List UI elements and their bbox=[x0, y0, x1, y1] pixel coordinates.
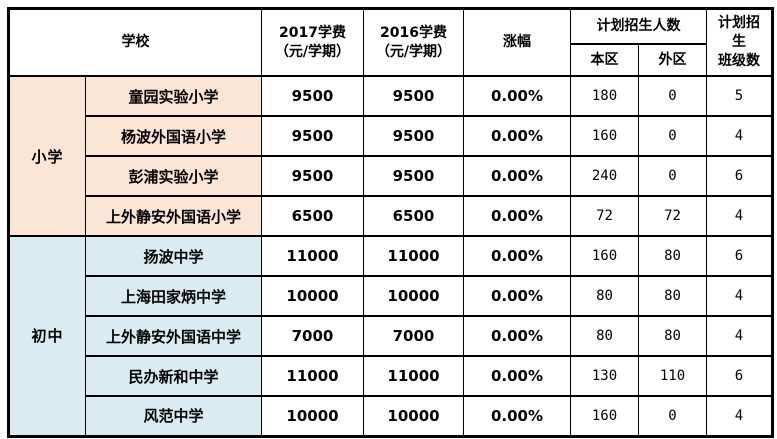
school-name: 彭浦实验小学 bbox=[85, 155, 262, 197]
school-name: 民办新和中学 bbox=[85, 355, 262, 397]
fee-2016: 11000 bbox=[363, 235, 464, 277]
outer-enrollment: 0 bbox=[638, 115, 707, 157]
header-fee-2016: 2016学费 （元/学期） bbox=[363, 7, 464, 77]
change-rate: 0.00% bbox=[463, 395, 571, 437]
outer-enrollment: 110 bbox=[638, 355, 707, 397]
fee-2016: 9500 bbox=[363, 155, 464, 197]
change-rate: 0.00% bbox=[463, 115, 571, 157]
change-rate: 0.00% bbox=[463, 155, 571, 197]
table-row: 民办新和中学 11000 11000 0.00% 130 110 6 bbox=[9, 355, 773, 397]
fee-2017: 9500 bbox=[261, 115, 364, 157]
local-enrollment: 80 bbox=[570, 315, 639, 357]
table-row: 彭浦实验小学 9500 9500 0.00% 240 0 6 bbox=[9, 155, 773, 197]
header-change: 涨幅 bbox=[463, 7, 571, 77]
class-count: 4 bbox=[706, 315, 773, 357]
table-row: 小学 童园实验小学 9500 9500 0.00% 180 0 5 bbox=[8, 75, 773, 237]
fee-2017: 10000 bbox=[261, 395, 364, 437]
outer-enrollment: 72 bbox=[638, 195, 707, 237]
header-local-district: 本区 bbox=[570, 43, 639, 77]
outer-enrollment: 0 bbox=[638, 395, 707, 437]
fee-2017: 6500 bbox=[261, 195, 364, 237]
fee-2017: 7000 bbox=[261, 315, 364, 357]
class-count: 6 bbox=[706, 155, 773, 197]
local-enrollment: 160 bbox=[570, 395, 639, 437]
table-row: 杨波外国语小学 9500 9500 0.00% 160 0 4 bbox=[9, 115, 773, 157]
local-enrollment: 160 bbox=[570, 235, 639, 277]
table-row: 上海田家炳中学 10000 10000 0.00% 80 80 4 bbox=[9, 275, 773, 317]
fee-2017: 9500 bbox=[261, 155, 364, 197]
school-name: 扬波中学 bbox=[85, 235, 262, 277]
change-rate: 0.00% bbox=[463, 315, 571, 357]
outer-enrollment: 80 bbox=[638, 275, 707, 317]
table-row: 上外静安外国语中学 7000 7000 0.00% 80 80 4 bbox=[9, 315, 773, 357]
school-name: 上外静安外国语中学 bbox=[85, 315, 262, 357]
class-count: 6 bbox=[706, 235, 773, 277]
local-enrollment: 72 bbox=[570, 195, 639, 237]
fee-2016: 9500 bbox=[363, 115, 464, 157]
fee-2016: 10000 bbox=[363, 275, 464, 317]
fee-2016: 11000 bbox=[363, 355, 464, 397]
class-count: 4 bbox=[706, 275, 773, 317]
local-enrollment: 240 bbox=[570, 155, 639, 197]
fee-2016: 9500 bbox=[363, 75, 464, 117]
outer-enrollment: 0 bbox=[638, 155, 707, 197]
local-enrollment: 80 bbox=[570, 275, 639, 317]
tuition-enrollment-table: 学校 2017学费 （元/学期） 2016学费 （元/学期） 涨幅 计划招生人数… bbox=[7, 7, 774, 438]
outer-enrollment: 80 bbox=[638, 235, 707, 277]
group-label-middle: 初中 bbox=[8, 235, 86, 437]
school-name: 风范中学 bbox=[85, 395, 262, 437]
change-rate: 0.00% bbox=[463, 355, 571, 397]
outer-enrollment: 0 bbox=[638, 75, 707, 117]
school-name: 杨波外国语小学 bbox=[85, 115, 262, 157]
class-count: 4 bbox=[706, 395, 773, 437]
school-name: 上外静安外国语小学 bbox=[85, 195, 262, 237]
tuition-table-container: 学校 2017学费 （元/学期） 2016学费 （元/学期） 涨幅 计划招生人数… bbox=[7, 7, 774, 438]
fee-2017: 10000 bbox=[261, 275, 364, 317]
header-outer-district: 外区 bbox=[638, 43, 707, 77]
change-rate: 0.00% bbox=[463, 75, 571, 117]
fee-2017: 9500 bbox=[261, 75, 364, 117]
header-class-count: 计划招 生 班级数 bbox=[706, 7, 773, 77]
group-label-primary: 小学 bbox=[8, 75, 86, 237]
change-rate: 0.00% bbox=[463, 195, 571, 237]
local-enrollment: 130 bbox=[570, 355, 639, 397]
class-count: 6 bbox=[706, 355, 773, 397]
table-row: 上外静安外国语小学 6500 6500 0.00% 72 72 4 bbox=[9, 195, 773, 237]
fee-2016: 10000 bbox=[363, 395, 464, 437]
fee-2017: 11000 bbox=[261, 235, 364, 277]
change-rate: 0.00% bbox=[463, 235, 571, 277]
local-enrollment: 180 bbox=[570, 75, 639, 117]
school-name: 上海田家炳中学 bbox=[85, 275, 262, 317]
fee-2016: 6500 bbox=[363, 195, 464, 237]
table-row: 风范中学 10000 10000 0.00% 160 0 4 bbox=[9, 395, 773, 437]
change-rate: 0.00% bbox=[463, 275, 571, 317]
fee-2016: 7000 bbox=[363, 315, 464, 357]
class-count: 4 bbox=[706, 195, 773, 237]
school-name: 童园实验小学 bbox=[85, 75, 262, 117]
table-row: 初中 扬波中学 11000 11000 0.00% 160 80 6 bbox=[8, 235, 773, 437]
fee-2017: 11000 bbox=[261, 355, 364, 397]
class-count: 4 bbox=[706, 115, 773, 157]
header-fee-2017: 2017学费 （元/学期） bbox=[261, 7, 364, 77]
header-school: 学校 bbox=[8, 7, 262, 77]
local-enrollment: 160 bbox=[570, 115, 639, 157]
class-count: 5 bbox=[706, 75, 773, 117]
outer-enrollment: 80 bbox=[638, 315, 707, 357]
header-enrollment-plan: 计划招生人数 bbox=[570, 7, 707, 45]
